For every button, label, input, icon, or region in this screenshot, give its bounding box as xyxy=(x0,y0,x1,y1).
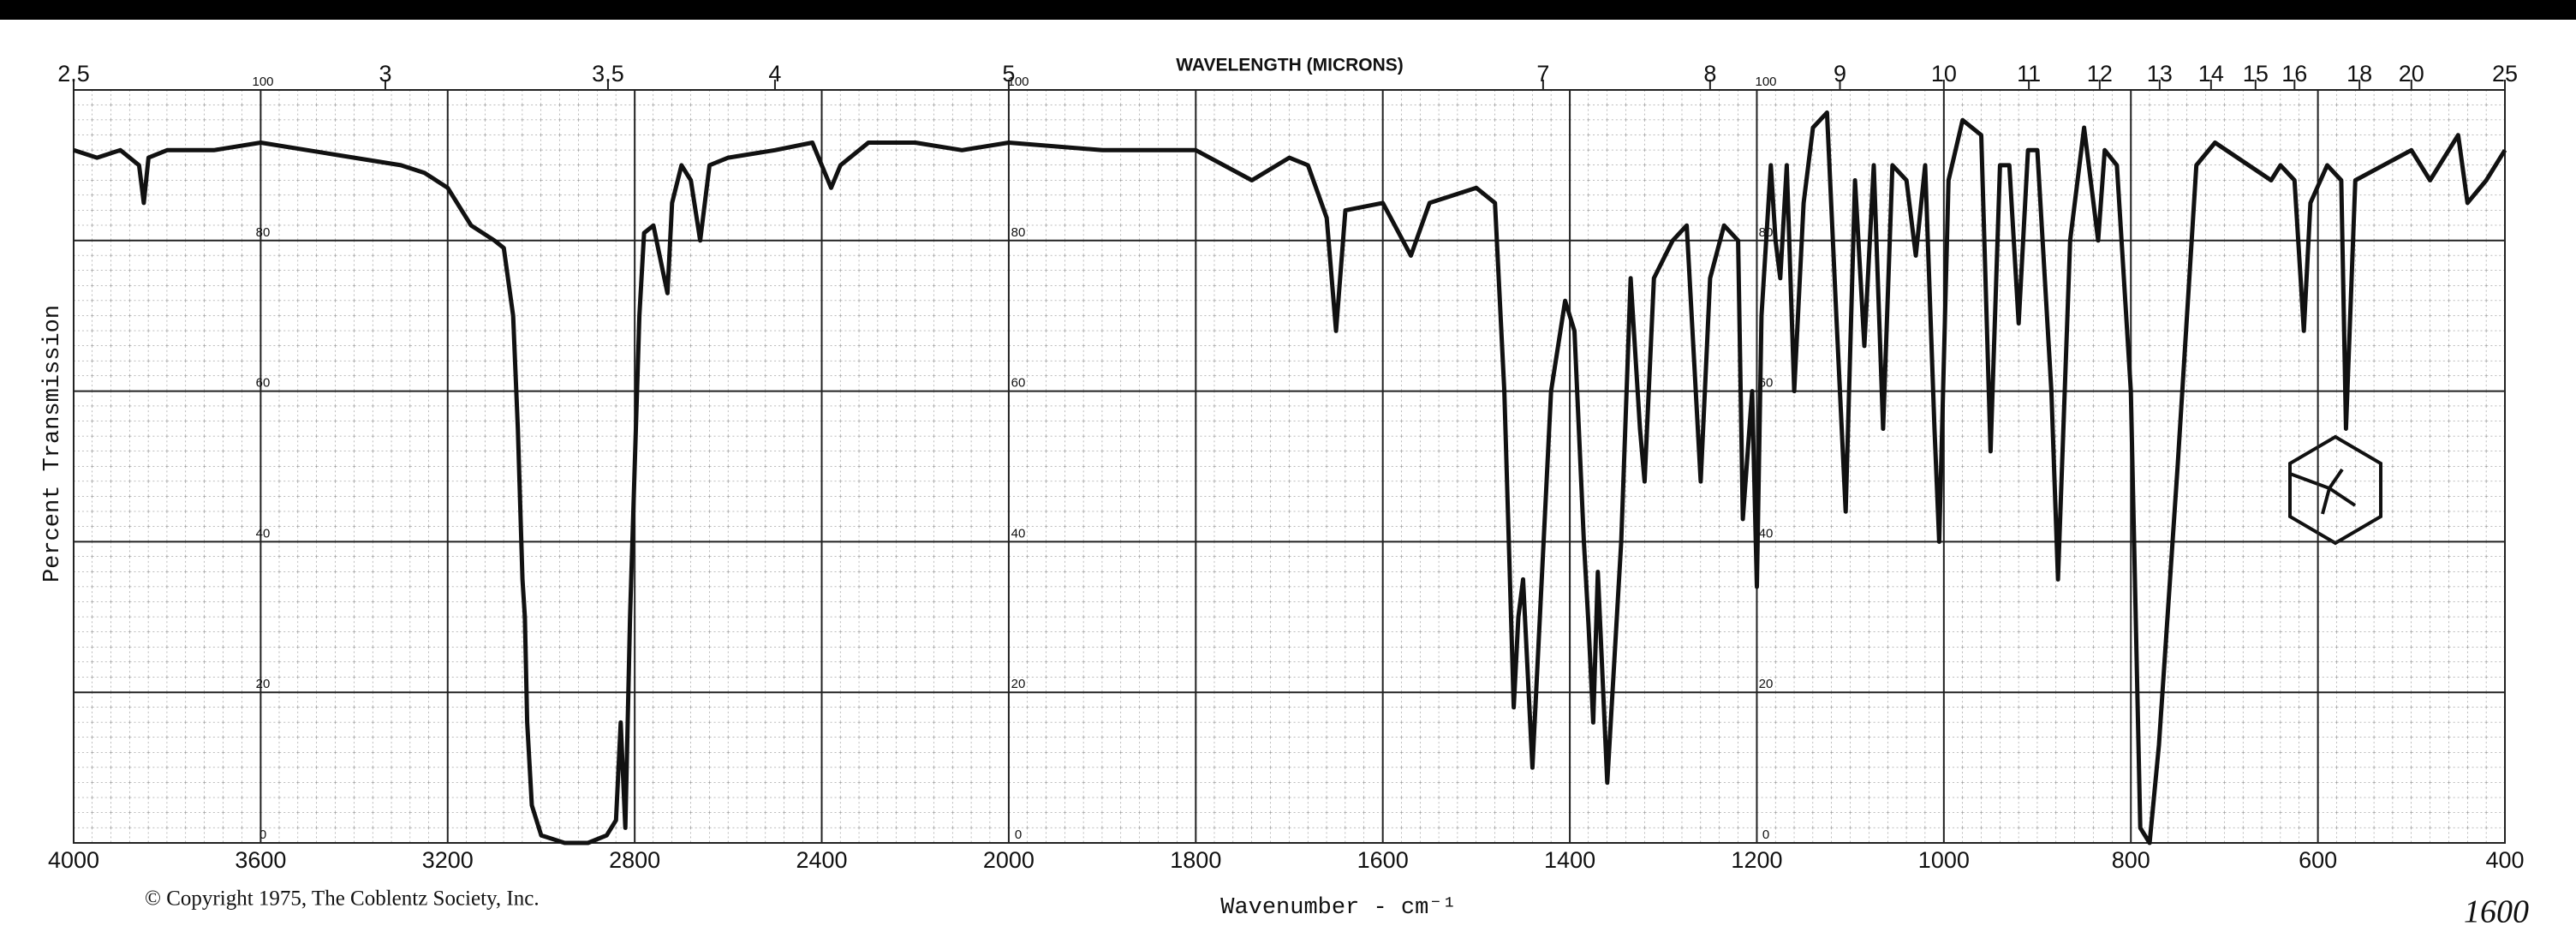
top-tick-label: 8 xyxy=(1703,61,1716,87)
top-tick-label: 25 xyxy=(2492,61,2518,87)
spectrum-line xyxy=(73,110,2507,845)
y-tick-label: 0 xyxy=(1015,827,1022,842)
top-tick-label: 12 xyxy=(2087,61,2113,87)
y-tick-label: 60 xyxy=(1011,376,1026,391)
top-tick-label: 15 xyxy=(2243,61,2269,87)
copyright: © Copyright 1975, The Coblentz Society, … xyxy=(145,887,540,911)
x-tick-label: 3600 xyxy=(235,847,286,873)
top-axis-title: WAVELENGTH (MICRONS) xyxy=(1176,56,1404,75)
x-tick-label: 1200 xyxy=(1731,847,1782,873)
y-tick-label: 100 xyxy=(252,75,273,89)
top-tick-label: 14 xyxy=(2198,61,2224,87)
y-tick-label: 100 xyxy=(1007,75,1029,89)
y-tick-label: 0 xyxy=(1762,827,1769,842)
top-tick-label: 7 xyxy=(1536,61,1549,87)
y-tick-label: 80 xyxy=(1011,225,1026,240)
x-tick-label: 400 xyxy=(2485,847,2524,873)
y-tick-label: 80 xyxy=(256,225,271,240)
x-tick-label: 1400 xyxy=(1544,847,1595,873)
top-tick-label: 4 xyxy=(768,61,781,87)
top-tick-label: 3 xyxy=(379,61,391,87)
y-tick-label: 60 xyxy=(256,376,271,391)
y-tick-label: 40 xyxy=(256,526,271,541)
y-tick-label: 40 xyxy=(1759,526,1774,541)
structure-sketch xyxy=(2288,434,2382,546)
x-tick-label: 4000 xyxy=(48,847,99,873)
x-tick-label: 3200 xyxy=(422,847,474,873)
top-tick-label: 20 xyxy=(2399,61,2424,87)
y-tick-label: 100 xyxy=(1755,75,1776,89)
x-tick-label: 1800 xyxy=(1170,847,1221,873)
y-axis-title: Percent Transmission xyxy=(40,305,66,582)
x-tick-label: 2400 xyxy=(796,847,847,873)
top-tick-label: 18 xyxy=(2346,61,2372,87)
x-tick-label: 1000 xyxy=(1918,847,1970,873)
x-tick-label: 800 xyxy=(2112,847,2150,873)
y-tick-label: 0 xyxy=(259,827,266,842)
top-tick-label: 10 xyxy=(1931,61,1957,87)
x-axis-title: Wavenumber - cm⁻¹ xyxy=(1220,895,1457,921)
y-tick-label: 20 xyxy=(1759,677,1774,691)
top-tick-label: 3.5 xyxy=(592,61,624,87)
y-tick-label: 20 xyxy=(256,677,271,691)
top-band xyxy=(0,0,2576,20)
x-tick-label: 2000 xyxy=(983,847,1035,873)
top-tick-label: 2.5 xyxy=(57,61,90,87)
x-tick-label: 2800 xyxy=(609,847,660,873)
y-tick-label: 40 xyxy=(1011,526,1026,541)
top-tick-label: 9 xyxy=(1834,61,1846,87)
top-tick-label: 11 xyxy=(2017,61,2041,87)
handwritten-note: 1600 xyxy=(2464,894,2529,930)
top-tick-label: 5 xyxy=(1002,61,1015,87)
top-tick-label: 13 xyxy=(2147,61,2173,87)
x-tick-label: 600 xyxy=(2299,847,2337,873)
top-tick-label: 16 xyxy=(2281,61,2307,87)
x-tick-label: 1600 xyxy=(1357,847,1409,873)
y-tick-label: 20 xyxy=(1011,677,1026,691)
